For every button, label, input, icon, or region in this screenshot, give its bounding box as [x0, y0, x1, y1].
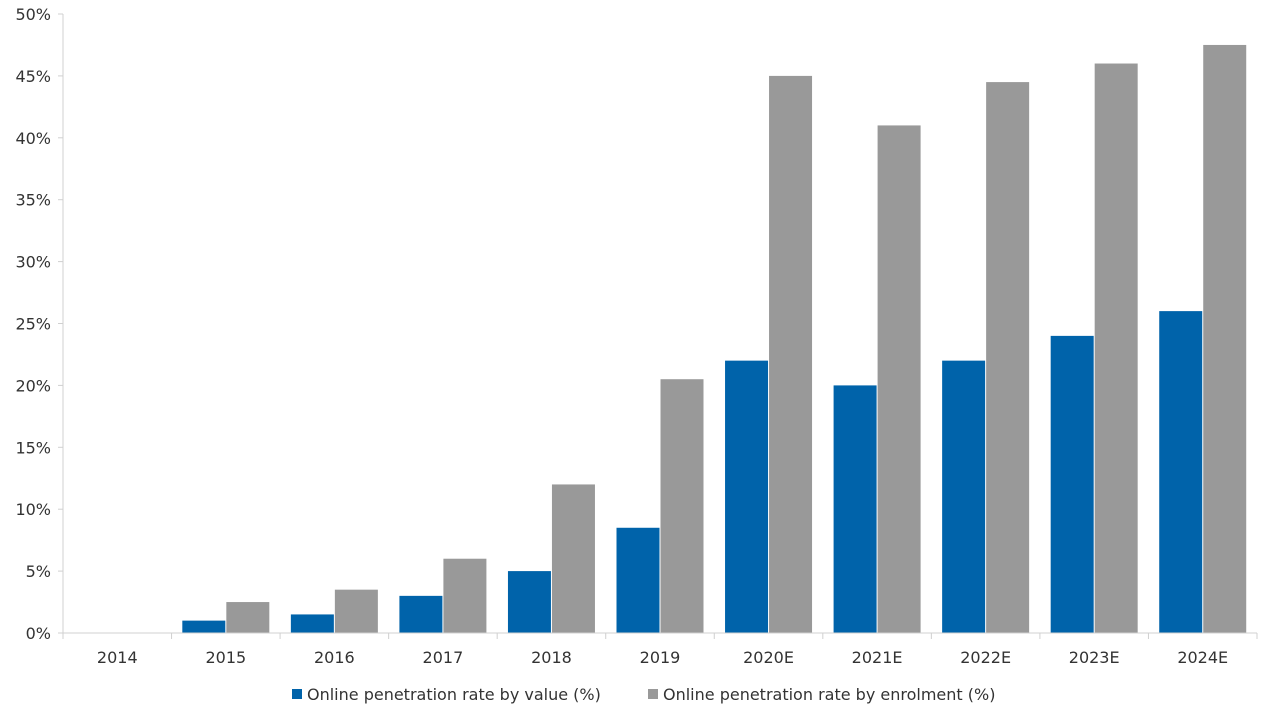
- bar-series2-2016: [334, 589, 378, 633]
- x-tick-label: 2016: [314, 648, 355, 667]
- bar-series2-2021E: [877, 125, 921, 634]
- x-tick-label: 2024E: [1177, 648, 1228, 667]
- bar-series2-2024E: [1203, 44, 1247, 633]
- x-tick-label: 2014: [97, 648, 138, 667]
- bar-series2-2017: [443, 558, 487, 633]
- bar-series1-2017: [399, 595, 443, 633]
- bar-series2-2023E: [1094, 63, 1138, 633]
- y-tick-label: 15%: [15, 438, 51, 457]
- y-tick-label: 50%: [15, 5, 51, 24]
- bar-series1-2016: [290, 614, 334, 633]
- y-tick-label: 25%: [15, 315, 51, 334]
- x-tick-label: 2019: [640, 648, 681, 667]
- y-axis: 0% 5% 10% 15% 20% 25% 30% 35% 40% 45% 50%: [15, 5, 64, 643]
- legend-label-1: Online penetration rate by value (%): [307, 685, 601, 704]
- x-tick-label: 2022E: [960, 648, 1011, 667]
- bar-series1-2023E: [1050, 335, 1094, 633]
- x-tick-label: 2015: [205, 648, 246, 667]
- bar-series1-2020E: [725, 360, 769, 633]
- y-tick-label: 0%: [26, 624, 51, 643]
- legend-label-2: Online penetration rate by enrolment (%): [663, 685, 995, 704]
- bar-series1-2019: [616, 527, 660, 633]
- bar-series2-2022E: [986, 82, 1030, 634]
- bar-series1-2022E: [942, 360, 986, 633]
- y-tick-label: 35%: [15, 191, 51, 210]
- x-tick-label: 2020E: [743, 648, 794, 667]
- bar-series2-2019: [660, 379, 704, 633]
- bar-series2-2020E: [769, 75, 813, 633]
- bars: [182, 44, 1247, 634]
- bar-series2-2018: [551, 484, 595, 633]
- x-axis: 2014 2015 2016 2017 2018 2019 2020E 2021E 2022E 2…: [62, 632, 1258, 667]
- y-tick-label: 20%: [15, 376, 51, 395]
- x-tick-label: 2017: [423, 648, 464, 667]
- y-tick-label: 40%: [15, 129, 51, 148]
- legend-swatch-1: [292, 689, 302, 699]
- legend-swatch-2: [648, 689, 658, 699]
- bar-series2-2015: [226, 602, 270, 633]
- y-tick-label: 45%: [15, 67, 51, 86]
- legend: Online penetration rate by value (%) Onli…: [292, 685, 995, 704]
- x-tick-label: 2023E: [1069, 648, 1120, 667]
- x-tick-label: 2021E: [852, 648, 903, 667]
- bar-series1-2024E: [1159, 311, 1203, 633]
- bar-series1-2015: [182, 620, 226, 633]
- x-tick-label: 2018: [531, 648, 572, 667]
- y-tick-label: 5%: [26, 562, 51, 581]
- bar-series1-2018: [507, 571, 551, 633]
- y-tick-label: 10%: [15, 500, 51, 519]
- y-tick-label: 30%: [15, 253, 51, 272]
- bar-series1-2021E: [833, 385, 877, 633]
